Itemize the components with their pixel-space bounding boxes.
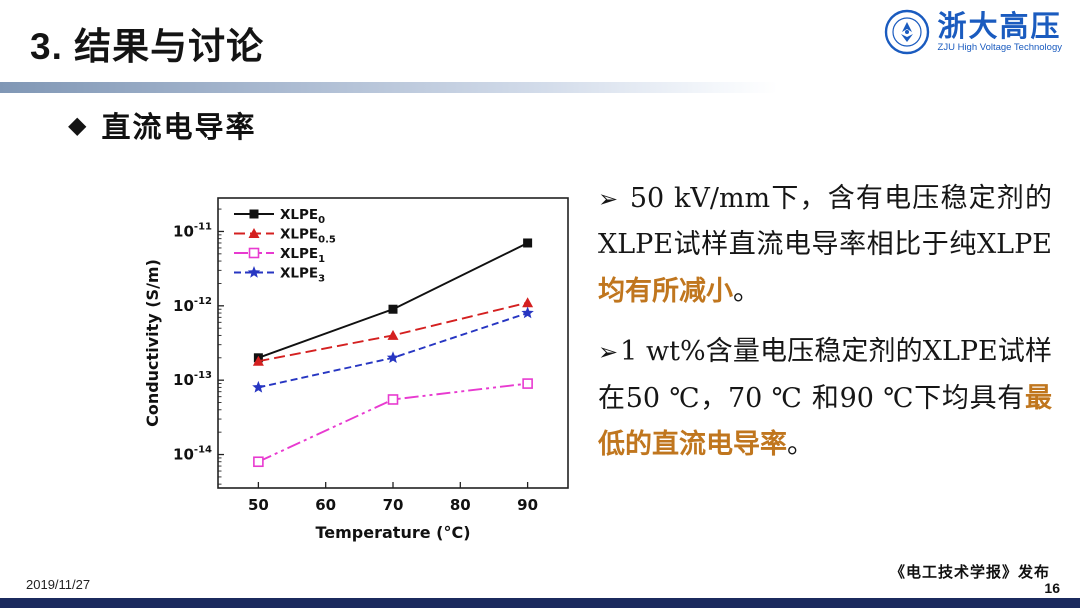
footer-date: 2019/11/27 [26,577,91,592]
square-marker-icon [523,238,533,248]
series-line-XLPE3 [258,312,528,389]
open-square-marker-icon [387,394,399,405]
diamond-icon: ◆ [68,111,87,139]
body-text: 。 [733,275,760,307]
bottom-bar [0,598,1080,608]
bullet-arrow-icon: ➢ [598,338,619,367]
section-heading: ◆ 直流电导率 [68,104,256,146]
x-axis-title: Temperature (°C) [315,523,470,542]
chart-svg: 50 60 70 80 90 10-11 10-12 10-13 10-14 Temperatur… [143,197,569,542]
legend-label: XLPE0.5 [280,227,336,246]
open-square-marker-icon [248,247,260,259]
star-marker-icon [386,351,400,364]
triangle-marker-icon [387,329,399,340]
logo-text-block: 浙大高压 ZJU High Voltage Technology [937,8,1062,54]
triangle-marker-icon [252,355,264,366]
bullet-list: ➢ 50 kV/mm下，含有电压稳定剂的XLPE试样直流电导率相比于纯XLPE 均… [598,176,1052,483]
highlight-text: 最低的直流电导率 [598,382,1052,461]
footer-source: 《电工技术学报》发布 [889,563,1050,581]
x-tick-label: 80 [450,496,471,514]
open-square-marker-icon [253,456,264,468]
logo-seal-icon [884,9,929,55]
slide-title: 3. 结果与讨论 [30,26,265,67]
section-title: 直流电导率 [101,110,257,144]
logo-name-en: ZJU High Voltage Technology [937,42,1062,54]
x-tick-label: 60 [315,496,336,514]
body-text: 。 [787,429,814,461]
triangle-marker-icon [248,228,260,238]
y-tick-label: 10-13 [173,370,212,389]
square-marker-icon [249,209,259,219]
footer-page-number: 16 [1044,580,1060,596]
open-square-marker-icon [522,378,533,389]
highlight-text: 均有所减小 [598,275,733,307]
star-marker-icon [252,380,265,393]
square-marker-icon [388,304,398,314]
university-logo: 浙大高压 ZJU High Voltage Technology [883,8,1062,56]
chart-frame [217,197,569,489]
y-tick-label: 10-14 [173,445,212,464]
bullet-arrow-icon: ➢ [598,185,619,213]
conductivity-chart: 50 60 70 80 90 10-11 10-12 10-13 10-14 Temperatur… [138,186,583,558]
y-tick-label: 10-11 [173,221,212,240]
triangle-marker-icon [522,297,534,308]
body-text: 50 kV/mm下，含有电压稳定剂的XLPE试样直流电导率相比于纯XLPE [598,183,1052,261]
star-marker-icon [521,306,534,319]
y-tick-label: 10-12 [173,296,212,315]
bullet-item: ➢ 50 kV/mm下，含有电压稳定剂的XLPE试样直流电导率相比于纯XLPE 均… [598,176,1052,315]
legend-label: XLPE0 [280,207,325,226]
x-tick-label: 70 [383,496,404,514]
body-text: 1 wt%含量电压稳定剂的XLPE试样在50 ℃，70 ℃ 和90 ℃下均具有 [598,336,1052,414]
y-axis-title: Conductivity (S/m) [143,259,162,427]
x-tick-label: 50 [248,496,269,514]
legend-label: XLPE3 [280,266,325,285]
header-divider-bar [0,82,778,93]
logo-name-cn: 浙大高压 [937,8,1062,43]
legend-label: XLPE1 [280,246,325,265]
bullet-item: ➢1 wt%含量电压稳定剂的XLPE试样在50 ℃，70 ℃ 和90 ℃下均具有… [598,329,1052,468]
star-marker-icon [247,266,261,278]
x-tick-label: 90 [517,496,538,514]
